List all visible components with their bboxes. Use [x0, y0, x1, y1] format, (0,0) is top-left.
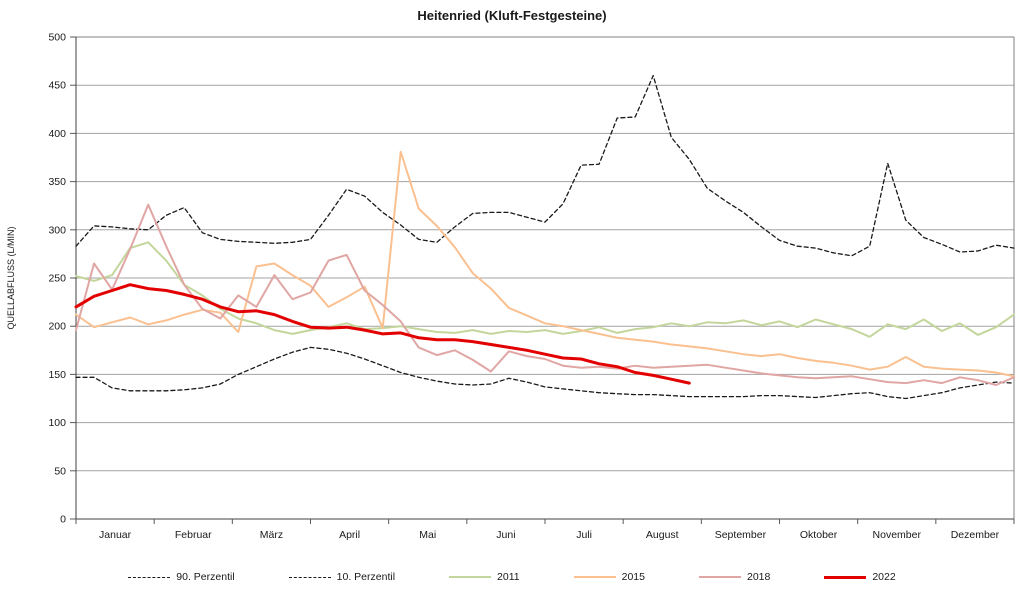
x-tick-label: Mai [419, 529, 436, 541]
legend-item-2022: 2022 [824, 571, 896, 583]
legend-item-2018: 2018 [698, 571, 771, 583]
x-tick-label: April [339, 529, 360, 541]
y-tick-label: 400 [48, 128, 66, 140]
x-tick-label: Juli [576, 529, 592, 541]
legend-label: 2022 [872, 571, 896, 583]
y-tick-label: 0 [60, 514, 66, 526]
series-line-2018 [75, 203, 1015, 386]
x-tick-label: Januar [99, 529, 132, 541]
y-tick-label: 500 [48, 32, 66, 44]
y-tick-label: 200 [48, 321, 66, 333]
legend-line-sample [824, 575, 867, 579]
series-line-2022 [74, 283, 691, 385]
chart-title: Heitenried (Kluft-Festgesteine) [417, 8, 607, 23]
chart-legend: 90. Perzentil 10. Perzentil 2011 2015 2018 20… [0, 564, 1024, 590]
y-axis-title: QUELLABFLUSS (L/MIN) [6, 226, 16, 329]
x-tick-label: Februar [175, 529, 212, 541]
y-tick-label: 300 [48, 224, 66, 236]
series-line-2011 [75, 241, 1015, 338]
x-tick-label: September [715, 529, 767, 541]
y-tick-label: 150 [48, 369, 66, 381]
y-tick-label: 50 [54, 465, 66, 477]
legend-label: 2018 [746, 571, 771, 583]
y-tick-label: 350 [48, 176, 66, 188]
x-tick-label: Dezember [951, 529, 1000, 541]
legend-label: 2011 [497, 571, 520, 583]
x-tick-label: März [260, 529, 283, 541]
series-line-10-perzentil [75, 346, 1015, 400]
legend-line-sample [128, 576, 171, 578]
series-line-90-perzentil [75, 74, 1015, 257]
legend-label: 90. Perzentil [176, 571, 235, 583]
line-chart-canvas: 0 50 100 150 200 250 300 350 400 450 500 Januar Febr… [6, 32, 1015, 541]
legend-item-90-perzentil: 90. Perzentil [128, 571, 235, 583]
legend-label: 2015 [621, 571, 645, 583]
legend-line-sample [449, 576, 492, 578]
legend-item-10-perzentil: 10. Perzentil [288, 571, 396, 583]
legend-item-2011: 2011 [449, 571, 520, 583]
y-tick-label: 250 [48, 273, 66, 285]
series-line-2015 [75, 150, 1015, 378]
x-tick-label: Oktober [800, 529, 838, 541]
x-tick-label: November [873, 529, 922, 541]
x-tick-label: Juni [496, 529, 515, 541]
legend-line-sample [573, 576, 616, 578]
legend-line-sample [288, 576, 331, 578]
x-tick-label: August [646, 529, 679, 541]
legend-label: 10. Perzentil [336, 571, 396, 583]
legend-line-sample [698, 576, 741, 578]
y-tick-label: 100 [48, 417, 66, 429]
legend-item-2015: 2015 [573, 571, 645, 583]
y-tick-label: 450 [48, 80, 66, 92]
